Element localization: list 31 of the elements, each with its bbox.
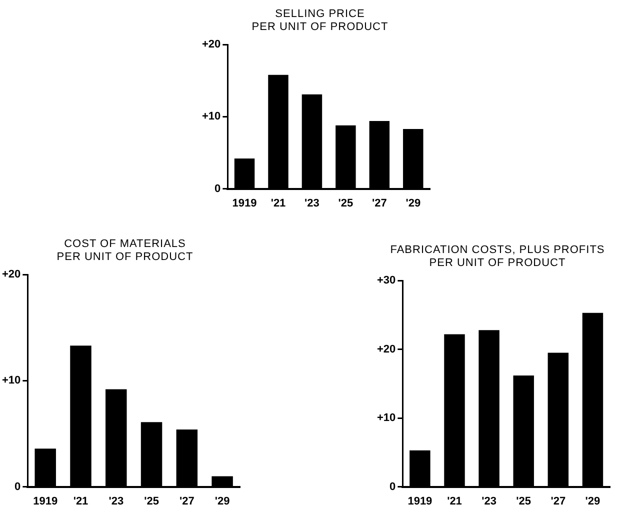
chart-title: COST OF MATERIALS PER UNIT OF PRODUCT: [56, 238, 194, 265]
x-tick-label: '27: [179, 495, 194, 508]
y-tick-label: +10: [2, 374, 21, 387]
y-tick-label: 0: [14, 480, 21, 493]
x-tick-label: '25: [516, 495, 532, 508]
x-tick-label: 1919: [232, 197, 257, 210]
x-tick-label: '29: [585, 495, 600, 508]
x-tick-label: '25: [144, 495, 159, 508]
y-tick-label: +30: [376, 274, 396, 287]
y-tick-label: +10: [376, 412, 396, 424]
y-tick-label: +20: [376, 343, 396, 356]
x-tick-label: '23: [482, 495, 496, 508]
y-tick-label: +20: [2, 268, 21, 281]
chart-title: FABRICATION COSTS, PLUS PROFITS PER UNIT OF PRODUCT: [389, 244, 606, 271]
x-tick-label: '25: [338, 197, 354, 210]
x-tick-label: '21: [73, 495, 88, 508]
y-tick-label: 0: [214, 182, 221, 195]
x-tick-label: '23: [108, 495, 124, 508]
y-tick-label: 0: [390, 480, 396, 493]
x-tick-label: '27: [550, 495, 566, 508]
x-tick-label: '21: [447, 495, 462, 508]
x-tick-label: '23: [304, 197, 320, 210]
y-tick-label: +10: [202, 110, 221, 123]
x-tick-label: '21: [270, 197, 286, 210]
x-tick-label: '29: [214, 495, 230, 508]
y-tick-label: +20: [202, 38, 221, 51]
x-tick-label: 1919: [33, 495, 58, 508]
x-tick-label: '27: [372, 197, 387, 210]
x-tick-label: 1919: [408, 495, 432, 508]
chart-title: SELLING PRICE PER UNIT OF PRODUCT: [250, 8, 390, 35]
x-tick-label: '29: [406, 197, 421, 210]
